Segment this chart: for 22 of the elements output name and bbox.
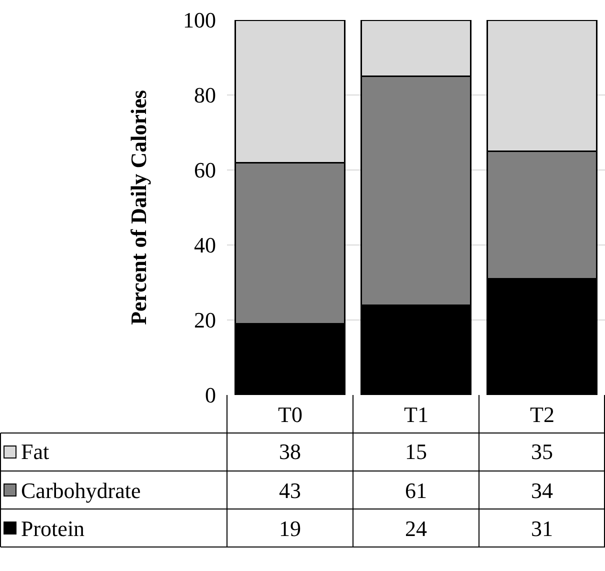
y-tick-label: 20: [194, 308, 216, 333]
y-tick-label: 80: [194, 82, 216, 108]
legend-label: Fat: [21, 439, 50, 464]
data-label: 19: [279, 516, 301, 541]
legend-label: Protein: [21, 516, 85, 541]
legend-label: Carbohydrate: [21, 478, 141, 503]
y-tick-label: 100: [183, 8, 216, 33]
y-tick-label: 40: [194, 232, 216, 258]
x-tick-label: T1: [404, 402, 428, 427]
data-label: 31: [531, 516, 553, 541]
data-label: 34: [531, 478, 553, 503]
data-label: 38: [279, 439, 301, 464]
data-label: 35: [531, 439, 553, 464]
data-label: 43: [279, 478, 301, 503]
data-label: 24: [405, 516, 427, 541]
x-tick-label: T0: [278, 402, 302, 427]
y-axis-title: Percent of Daily Calories: [126, 90, 151, 325]
y-tick-label: 60: [194, 158, 216, 183]
data-label: 15: [405, 439, 427, 464]
data-label: 61: [405, 478, 427, 503]
x-tick-label: T2: [530, 402, 554, 427]
y-tick-label: 0: [205, 382, 216, 408]
